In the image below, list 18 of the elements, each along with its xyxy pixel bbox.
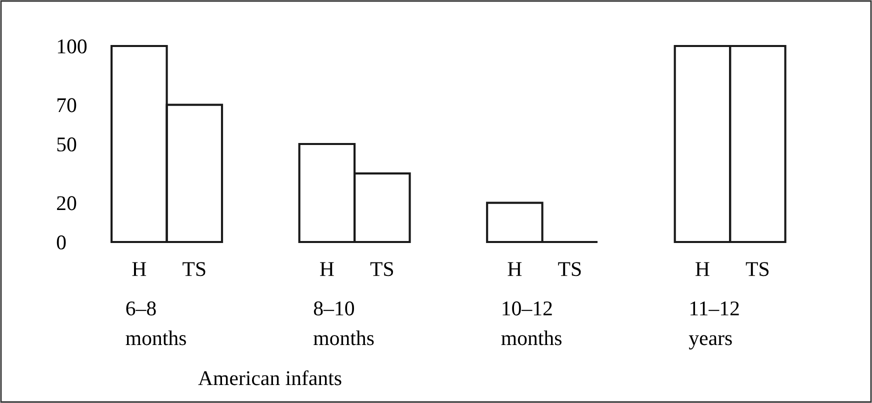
x-tick-label: H (508, 262, 522, 276)
y-tick-label: 50 (57, 137, 76, 152)
x-tick-label: H (320, 262, 334, 276)
x-tick-label: TS (746, 262, 769, 276)
y-tick-label: 70 (57, 98, 76, 112)
x-tick-label: H (132, 262, 146, 276)
y-tick-label: 20 (57, 196, 76, 210)
text: 8–10 months (314, 301, 374, 346)
y-tick-label: 100 (58, 39, 87, 54)
x-tick-label: TS (182, 262, 206, 276)
text: 11–12 years (688, 301, 739, 350)
x-tick-label: H (696, 262, 710, 276)
text: 10–12 months (501, 301, 562, 346)
x-tick-label: TS (558, 262, 581, 276)
y-tick-label: 0 (56, 235, 66, 250)
x-axis-title: American infants (198, 370, 342, 386)
text: 6–8 months (126, 301, 186, 346)
x-tick-label: TS (370, 262, 394, 276)
